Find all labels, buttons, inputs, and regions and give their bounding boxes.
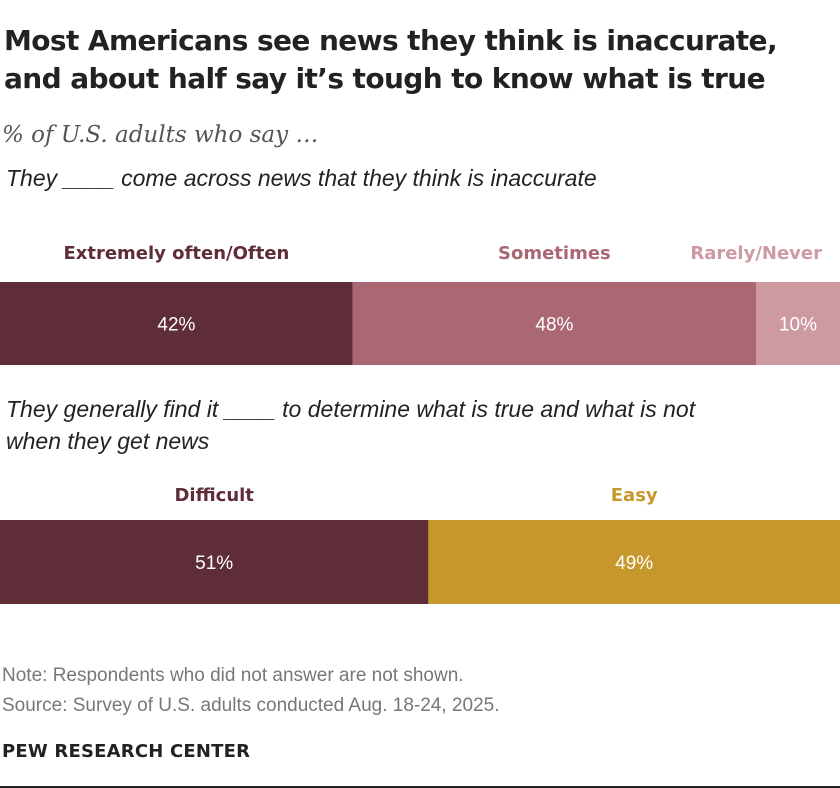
category-label-rarely-never: Rarely/Never [690, 243, 822, 264]
category-label-sometimes: Sometimes [498, 243, 611, 264]
category-label-easy: Easy [611, 485, 658, 506]
bar-segment-difficult [0, 520, 429, 604]
source-text: Source: Survey of U.S. adults conducted … [2, 695, 500, 716]
chart-subtitle: % of U.S. adults who say … [2, 122, 319, 148]
value-label-sometimes: 48% [535, 315, 573, 336]
bar-segment-rarely-never [756, 282, 840, 365]
bar-segment-extremely-often-often [0, 282, 353, 365]
question-2-text: They generally find it ____ to determine… [6, 396, 696, 454]
bar-segment-easy [428, 520, 840, 604]
bar-segment-sometimes [352, 282, 756, 365]
value-label-extremely-often-often: 42% [157, 315, 195, 336]
value-label-difficult: 51% [195, 553, 233, 574]
value-label-easy: 49% [615, 553, 653, 574]
question-1-text: They ____ come across news that they thi… [6, 165, 597, 191]
chart-title: Most Americans see news they think is in… [4, 24, 778, 95]
category-label-extremely-often-often: Extremely often/Often [63, 243, 289, 264]
brand-logo-text: PEW RESEARCH CENTER [2, 741, 251, 762]
bottom-rule [0, 786, 840, 788]
category-label-difficult: Difficult [174, 485, 254, 506]
value-label-rarely-never: 10% [779, 315, 817, 336]
note-text: Note: Respondents who did not answer are… [2, 665, 464, 686]
stacked-bar-chart-inaccurate-news: Extremely often/Often 42% Sometimes 48% Rare… [0, 243, 840, 365]
stacked-bar-chart-determine-truth: Difficult 51% Easy 49% [0, 485, 840, 604]
